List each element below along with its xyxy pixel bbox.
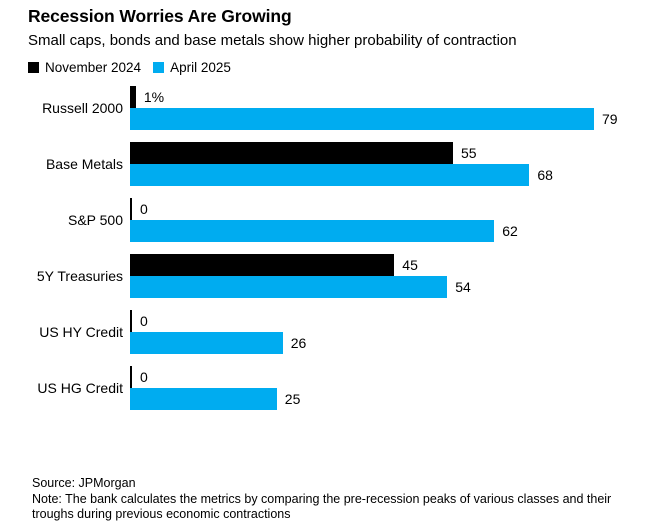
bar-value-label: 62	[502, 223, 518, 239]
chart-footer: Source: JPMorgan Note: The bank calculat…	[32, 476, 648, 523]
legend: November 2024 April 2025	[28, 60, 231, 75]
legend-label-april: April 2025	[170, 60, 231, 75]
chart-subtitle: Small caps, bonds and base metals show h…	[28, 32, 517, 49]
bar-line: 0	[130, 310, 649, 332]
category-label: US HG Credit	[37, 380, 123, 396]
bar-april	[130, 388, 277, 410]
bar-value-label: 0	[140, 313, 148, 329]
bar-group: 0 26	[130, 310, 649, 354]
bar-group: 55 68	[130, 142, 649, 186]
bar-value-label: 0	[140, 201, 148, 217]
bar-line: 0	[130, 198, 649, 220]
bar-line: 0	[130, 366, 649, 388]
chart-row: 5Y Treasuries 45 54	[28, 254, 649, 298]
chart-title: Recession Worries Are Growing	[28, 6, 292, 26]
source-note: Source: JPMorgan	[32, 476, 136, 490]
bar-november	[130, 310, 132, 332]
category-label: 5Y Treasuries	[36, 268, 123, 284]
bar-april	[130, 108, 594, 130]
bar-line: 54	[130, 276, 649, 298]
legend-item-november: November 2024	[28, 60, 141, 75]
bar-line: 26	[130, 332, 649, 354]
bar-value-label: 25	[284, 391, 301, 407]
chart-row: US HY Credit 0 26	[28, 310, 649, 354]
bar-value-label: 26	[290, 335, 307, 351]
legend-swatch-november	[28, 62, 39, 73]
bar-value-label: 68	[537, 167, 553, 183]
bar-november	[130, 366, 132, 388]
bar-line: 79	[130, 108, 649, 130]
bar-april	[130, 164, 530, 186]
category-label: S&P 500	[67, 212, 123, 228]
chart-row: S&P 500 0 62	[28, 198, 649, 242]
chart-row: Russell 2000 1% 79	[28, 86, 649, 130]
bar-value-label: 79	[602, 111, 618, 127]
bar-april	[130, 276, 448, 298]
bar-value-label: 1%	[143, 89, 165, 105]
bar-november	[130, 198, 132, 220]
bar-value-label: 55	[461, 145, 477, 161]
bar-line: 68	[130, 164, 649, 186]
bar-november	[130, 142, 453, 164]
bar-line: 62	[130, 220, 649, 242]
bar-november	[130, 254, 395, 276]
bar-group: 45 54	[130, 254, 649, 298]
category-label: Base Metals	[45, 156, 123, 172]
bar-line: 45	[130, 254, 649, 276]
methodology-note: Note: The bank calculates the metrics by…	[32, 491, 612, 522]
legend-swatch-april	[153, 62, 165, 73]
chart-row: US HG Credit 0 25	[28, 366, 649, 410]
bar-group: 0 62	[130, 198, 649, 242]
bar-april	[130, 332, 283, 354]
bar-april	[130, 220, 495, 242]
bar-line: 1%	[130, 86, 649, 108]
bar-value-label: 54	[455, 279, 471, 295]
bar-line: 55	[130, 142, 649, 164]
category-label: US HY Credit	[39, 324, 123, 340]
bar-november	[130, 86, 136, 108]
legend-label-november: November 2024	[45, 60, 142, 75]
bar-value-label: 0	[140, 369, 148, 385]
category-label: Russell 2000	[42, 100, 123, 116]
bar-value-label: 45	[402, 257, 418, 273]
bar-chart: Russell 2000 1% 79 Base Metals 55 68 S&P 500 0 6…	[28, 86, 649, 410]
bar-group: 0 25	[130, 366, 649, 410]
bar-group: 1% 79	[130, 86, 649, 130]
legend-item-april: April 2025	[153, 60, 231, 75]
chart-row: Base Metals 55 68	[28, 142, 649, 186]
bar-line: 25	[130, 388, 649, 410]
